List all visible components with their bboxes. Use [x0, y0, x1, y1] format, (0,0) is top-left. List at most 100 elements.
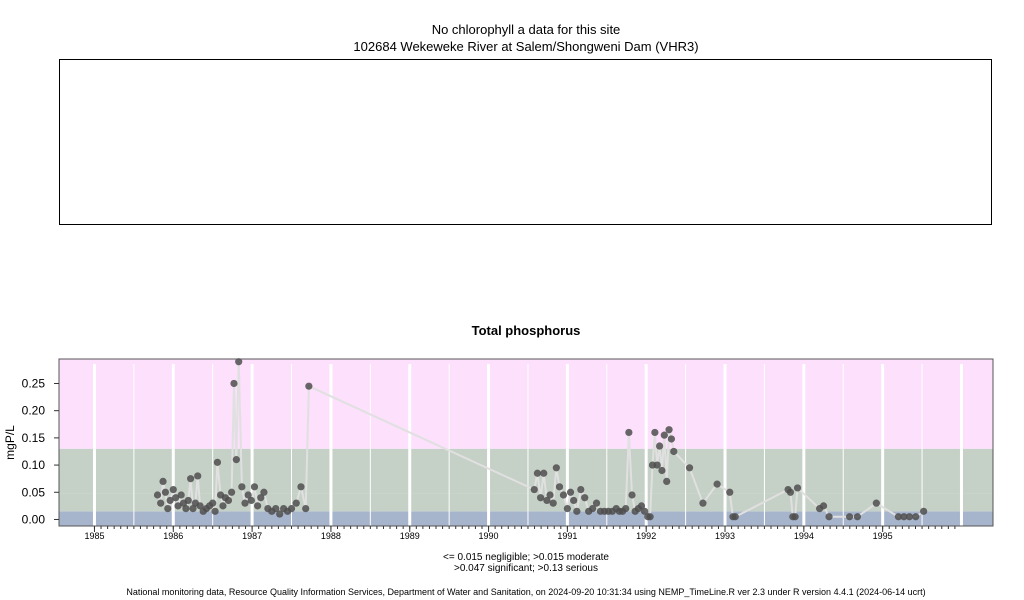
empty-chlorophyll-panel: [59, 59, 992, 225]
data-point: [685, 464, 694, 472]
data-point: [153, 491, 162, 499]
data-point: [213, 458, 222, 466]
data-point: [549, 499, 557, 507]
site-title: 102684 Wekeweke River at Salem/Shongweni…: [353, 39, 699, 54]
data-point: [224, 496, 233, 505]
y-tick-label: 0.25: [22, 376, 46, 390]
data-point: [169, 485, 177, 494]
data-point: [247, 496, 255, 505]
y-tick-label: 0.05: [22, 485, 46, 499]
x-tick-label: 1988: [321, 531, 341, 541]
data-point: [658, 466, 666, 475]
data-point: [166, 496, 174, 505]
data-point: [302, 504, 310, 513]
data-point: [573, 507, 581, 515]
data-point: [699, 499, 707, 507]
data-point: [230, 379, 238, 388]
data-point: [653, 461, 661, 469]
data-point: [161, 488, 170, 496]
y-tick-label: 0.00: [22, 512, 46, 526]
data-point: [900, 513, 908, 521]
y-tick-label: 0.15: [22, 431, 46, 445]
data-point: [581, 494, 589, 502]
data-point: [563, 504, 571, 513]
data-point: [646, 513, 654, 521]
data-point: [905, 513, 914, 521]
data-point: [622, 504, 630, 513]
data-point: [536, 494, 545, 502]
band-negligible: [59, 511, 993, 526]
data-point: [184, 496, 192, 505]
legend-line-1: <= 0.015 negligible; >0.015 moderate: [443, 552, 609, 563]
footer-credit: National monitoring data, Resource Quali…: [126, 587, 926, 597]
data-point: [570, 496, 578, 505]
data-point: [250, 483, 259, 491]
data-point: [555, 483, 564, 491]
data-point: [241, 499, 249, 507]
legend-line-2: >0.047 significant; >0.13 serious: [454, 563, 598, 574]
data-point: [853, 513, 862, 521]
data-point: [219, 502, 227, 510]
data-point: [920, 507, 928, 515]
data-point: [297, 483, 305, 491]
data-point: [825, 513, 833, 521]
data-point: [276, 510, 284, 518]
data-points: [153, 358, 928, 521]
data-point: [157, 499, 165, 507]
data-point: [559, 491, 568, 499]
data-point: [159, 477, 167, 485]
y-tick-label: 0.10: [22, 458, 46, 472]
x-tick-label: 1986: [163, 531, 183, 541]
data-point: [641, 507, 649, 515]
data-point: [577, 485, 585, 494]
plot-frame: [58, 358, 994, 527]
data-point: [713, 480, 721, 488]
data-point: [637, 502, 646, 510]
data-point: [287, 504, 296, 513]
data-point: [655, 442, 664, 450]
x-tick-label: 1995: [873, 531, 893, 541]
data-point: [238, 483, 246, 491]
data-point: [786, 488, 795, 496]
data-point: [187, 475, 195, 483]
x-tick-label: 1989: [400, 531, 420, 541]
data-point: [663, 477, 671, 485]
no-chlorophyll-title: No chlorophyll a data for this site: [431, 22, 621, 37]
data-point: [566, 488, 575, 496]
data-point: [209, 499, 217, 507]
band-serious: [59, 359, 993, 449]
data-point: [232, 456, 240, 464]
data-point: [540, 469, 548, 477]
data-point: [533, 469, 542, 477]
data-point: [257, 494, 265, 502]
data-point: [260, 488, 268, 496]
quality-bands: [59, 359, 993, 526]
data-point: [592, 499, 601, 507]
x-tick-label: 1993: [715, 531, 735, 541]
data-point: [164, 504, 172, 513]
data-point: [196, 502, 204, 510]
data-point: [793, 484, 802, 492]
chart-title: Total phosphorus: [471, 323, 581, 338]
y-axis-label: mgP/L: [3, 425, 17, 460]
data-point: [272, 504, 280, 513]
data-point: [182, 504, 190, 513]
data-point: [625, 428, 633, 437]
x-tick-label: 1992: [636, 531, 656, 541]
data-point: [791, 513, 799, 521]
data-point: [872, 499, 880, 507]
data-point: [235, 358, 243, 366]
data-point: [819, 502, 828, 510]
data-point: [670, 447, 678, 456]
data-point: [292, 499, 300, 507]
data-point: [174, 502, 182, 510]
data-point: [845, 513, 854, 521]
data-point: [667, 435, 676, 443]
data-point: [912, 513, 920, 521]
data-point: [543, 496, 551, 505]
data-point: [189, 504, 197, 513]
data-point: [194, 472, 202, 480]
data-point: [552, 464, 560, 472]
data-point: [628, 491, 636, 499]
